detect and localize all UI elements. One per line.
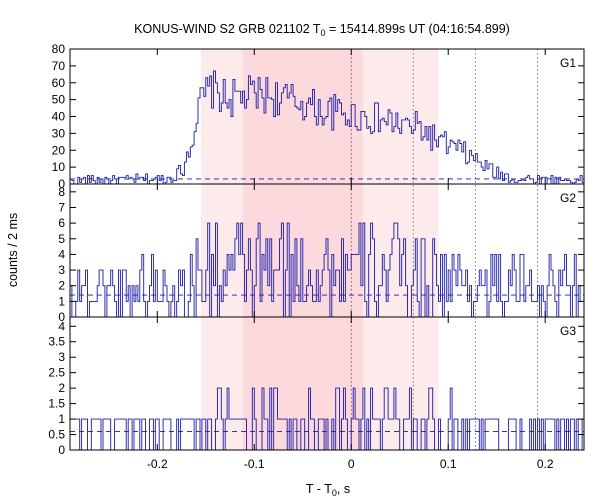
y-tick-label-g2: 6 <box>58 216 65 230</box>
y-tick-label-g2: 8 <box>58 185 65 199</box>
y-axis-label: counts / 2 ms <box>6 213 20 287</box>
y-tick-label-g3: 3 <box>58 350 65 364</box>
chart-title-rest: = 15414.899s UT (04:16:54.899) <box>326 22 510 36</box>
y-tick-label-g2: 4 <box>58 247 65 261</box>
shaded-intervals <box>200 49 439 450</box>
axes <box>69 48 585 451</box>
y-tick-label-g2: 2 <box>58 279 65 293</box>
x-tick-label: -0.2 <box>147 457 168 471</box>
x-tick-label: 0.2 <box>537 457 554 471</box>
x-tick-label: -0.1 <box>244 457 265 471</box>
y-tick-label-g1: 40 <box>52 110 66 124</box>
y-tick-label-g1: 50 <box>52 93 66 107</box>
y-tick-label-g3: 2 <box>58 381 65 395</box>
y-tick-label-g2: 3 <box>58 263 65 277</box>
chart-title-subscript: 0 <box>321 28 326 38</box>
y-tick-label-g3: 2.5 <box>48 366 65 380</box>
y-tick-label-g3: 4 <box>58 319 65 333</box>
y-tick-label-g1: 0 <box>58 177 65 191</box>
y-tick-label-g3: 0.5 <box>48 428 65 442</box>
y-tick-label-g1: 70 <box>52 59 66 73</box>
shaded-region-3 <box>362 49 439 450</box>
y-tick-label-g2: 7 <box>58 200 65 214</box>
panel-frame-g3 <box>69 316 585 451</box>
x-axis-label-rest: , s <box>337 482 350 496</box>
y-tick-label-g3: 0 <box>58 443 65 457</box>
chart-title: KONUS-WIND S2 GRB 021102 T0 = 15414.899s… <box>134 22 510 38</box>
y-tick-label-g2: 5 <box>58 232 65 246</box>
y-tick-label-g3: 1 <box>58 412 65 426</box>
marker-lines <box>350 49 538 450</box>
y-tick-label-g1: 80 <box>52 42 66 56</box>
y-tick-label-g3: 1.5 <box>48 397 65 411</box>
light-curve-g2 <box>70 222 584 318</box>
y-tick-label-g1: 10 <box>52 160 66 174</box>
y-tick-label-g2: 0 <box>58 310 65 324</box>
panel-label-g1: G1 <box>560 56 576 70</box>
y-tick-label-g1: 60 <box>52 76 66 90</box>
x-axis-label-main: T - T <box>306 482 332 496</box>
y-tick-label-g1: 20 <box>52 143 66 157</box>
x-tick-label: 0.1 <box>440 457 457 471</box>
y-tick-label-g2: 1 <box>58 294 65 308</box>
y-tick-label-g1: 30 <box>52 126 66 140</box>
shaded-region-1 <box>200 49 243 450</box>
x-axis-label: T - T0, s <box>306 482 350 498</box>
panel-label-g3: G3 <box>560 324 576 338</box>
light-curve-g1 <box>70 70 584 185</box>
y-tick-label-g3: 3.5 <box>48 335 65 349</box>
chart-title-main: KONUS-WIND S2 GRB 021102 T <box>134 22 321 36</box>
x-tick-label: 0 <box>348 457 355 471</box>
x-axis-label-subscript: 0 <box>332 488 337 498</box>
panel-label-g2: G2 <box>560 191 576 205</box>
